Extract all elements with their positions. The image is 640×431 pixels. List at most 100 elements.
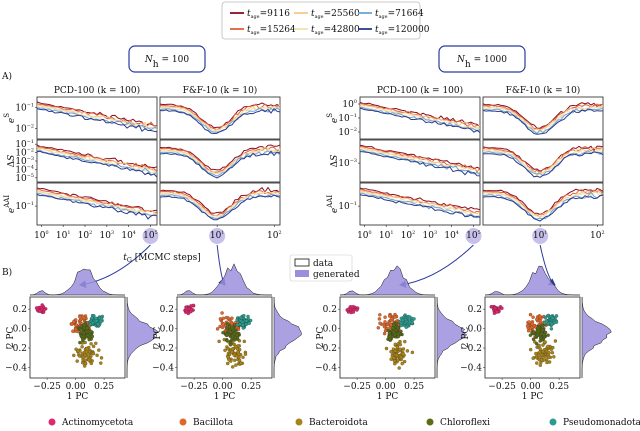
text-part: 1 PC: [214, 392, 236, 402]
x-tick-label: 102: [590, 230, 605, 241]
panel: [159, 182, 281, 226]
text-part: age: [251, 30, 260, 36]
curve-decoration: [36, 191, 158, 218]
scatter-point-decoration: [396, 334, 400, 339]
scatter-point-decoration: [383, 315, 387, 319]
scatter-point-decoration: [408, 320, 412, 324]
scatter-panel: [29, 296, 126, 379]
y-tick-label: 10−1: [15, 201, 34, 212]
scatter-point-decoration: [535, 333, 540, 338]
scatter-point-decoration: [247, 321, 251, 325]
scatter-point-decoration: [525, 324, 530, 328]
scatter-point-decoration: [241, 355, 245, 359]
scatter-point-decoration: [399, 355, 403, 359]
scatter-point-decoration: [234, 363, 238, 367]
scatter-point-decoration: [91, 344, 96, 349]
legend-swatch: [294, 258, 310, 267]
text-part: age: [315, 14, 324, 20]
text-part: 1 PC: [377, 392, 399, 402]
scatter-point-decoration: [392, 359, 397, 363]
scatter-point-decoration: [94, 341, 98, 345]
scatter-point-decoration: [404, 325, 408, 329]
panel-title: F&F-10 (k = 10): [183, 85, 258, 96]
panel: [36, 139, 158, 183]
y-tick-label: −0.2: [315, 344, 337, 354]
scatter-point-decoration: [71, 320, 76, 324]
scatter-point-decoration: [228, 343, 233, 347]
text-part: 10: [423, 231, 435, 241]
scatter-point-decoration: [538, 350, 542, 354]
text-part: −1: [350, 201, 357, 207]
scatter-point-decoration: [81, 334, 86, 339]
scatter-point-decoration: [225, 361, 230, 366]
text-part: 10: [466, 231, 478, 241]
scatter-point-decoration: [393, 332, 397, 337]
text-part: 10: [143, 231, 155, 241]
scatter-point-decoration: [396, 326, 400, 330]
text-part: t: [123, 253, 127, 263]
curve-decoration: [159, 147, 281, 175]
text-part: [MCMC steps]: [132, 253, 201, 263]
text-part: age: [379, 14, 388, 20]
text-part: 0.0: [13, 324, 28, 334]
curve-decoration: [482, 194, 604, 222]
scatter-point-decoration: [535, 342, 539, 346]
curve-decoration: [36, 149, 158, 176]
curve-decoration: [482, 190, 604, 218]
scatter-point-decoration: [99, 361, 103, 365]
scatter-point-decoration: [378, 313, 382, 317]
scatter-point-decoration: [398, 342, 402, 347]
x-tick-label: −0.25: [488, 382, 516, 392]
scatter-point-decoration: [235, 318, 239, 322]
curve-decoration: [159, 150, 281, 177]
row-label: ΔS: [7, 155, 17, 168]
scatter-point-decoration: [97, 348, 101, 352]
scatter-point-decoration: [396, 358, 400, 362]
y-tick-label: 10−1: [15, 139, 34, 150]
scatter-point-decoration: [75, 359, 79, 363]
highlight: [209, 228, 226, 244]
legend-label: Bacteroidota: [309, 418, 368, 428]
text-part: 0: [46, 230, 49, 236]
x-tick-label: 104: [121, 230, 136, 241]
x-tick-label: 0.00: [213, 382, 233, 392]
scatter-point-decoration: [84, 350, 89, 354]
text-part: Δ: [330, 160, 340, 167]
scatter-point-decoration: [99, 317, 104, 321]
y-tick-label: 10−3: [15, 156, 34, 167]
scatter-point-decoration: [397, 366, 401, 370]
scatter-point-decoration: [221, 316, 225, 320]
curve-decoration: [482, 102, 603, 129]
text-part: 1: [544, 230, 547, 236]
scatter-point-decoration: [542, 321, 547, 325]
text-part: 10: [444, 231, 456, 241]
x-tick-label: 103: [100, 230, 115, 241]
y-tick-label: 0.0: [323, 324, 338, 334]
scatter-point-decoration: [399, 321, 404, 325]
text-part: 10: [590, 231, 602, 241]
text-part: age: [379, 30, 388, 36]
text-part: 2: [601, 230, 604, 236]
scatter-point-decoration: [493, 306, 498, 310]
legend-label: tage=9116: [247, 9, 290, 20]
text-part: −0.25: [488, 382, 516, 392]
text-part: S: [330, 155, 340, 161]
legend-label: Chloroflexi: [440, 418, 490, 428]
text-part: 2 PC: [6, 327, 16, 349]
scatter-point-decoration: [540, 324, 545, 328]
scatter-point-decoration: [220, 311, 224, 315]
row-label: eAAI: [326, 195, 340, 213]
scatter-point-decoration: [184, 306, 189, 311]
x-tick-label: 102: [78, 230, 93, 241]
text-part: 0.00: [376, 382, 396, 392]
scatter-point-decoration: [234, 345, 238, 349]
scatter-point-decoration: [552, 355, 556, 359]
curve-decoration: [482, 148, 604, 177]
curve-decoration: [36, 149, 158, 174]
highlight: [532, 228, 549, 244]
scatter-point-decoration: [391, 347, 396, 351]
legend-label: tage=120000: [375, 25, 430, 36]
text-part: −2: [27, 147, 34, 153]
scatter-point-decoration: [85, 326, 89, 330]
scatter-point-decoration: [378, 321, 382, 325]
